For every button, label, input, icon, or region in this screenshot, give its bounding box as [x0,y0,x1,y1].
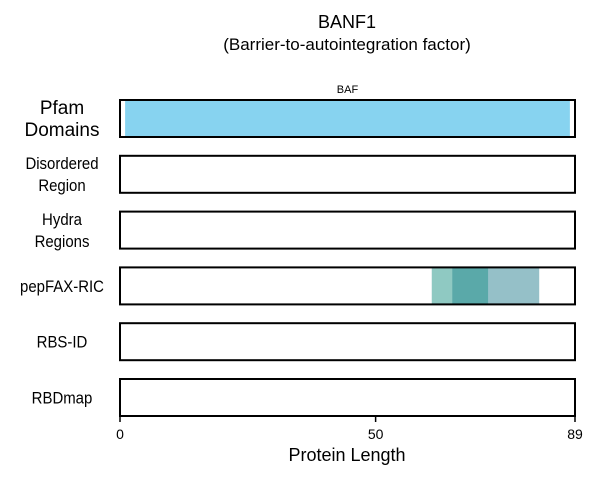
track-label: Hydra [42,211,82,229]
track-5: RBDmap [32,378,576,417]
x-axis-label: Protein Length [288,445,405,465]
x-axis: 0 50 89 [116,416,583,442]
x-tick-label: 50 [368,426,384,442]
track-box [119,322,576,362]
track-1: Disordered Region [25,154,576,195]
track-box [119,99,576,138]
chart-title: BANF1 [318,12,376,32]
track-label: Disordered [25,155,98,173]
track-box [119,210,576,250]
x-tick-label: 89 [567,426,583,442]
track-box [119,266,576,306]
track-label: pepFAX-RIC [20,278,104,296]
feature-3-2 [452,267,489,305]
x-tick-label: 0 [116,426,124,442]
chart-subtitle: (Barrier-to-autointegration factor) [223,35,471,54]
track-label: Domains [25,120,100,141]
track-label: Regions [35,233,90,251]
track-4: RBS-ID [37,322,576,362]
track-3: pepFAX-RIC [20,266,576,306]
track-box [119,154,576,194]
feature-label: BAF [337,84,359,96]
feature-0-0 [125,100,570,137]
track-label: RBDmap [32,390,93,408]
track-2: Hydra Regions [35,210,576,251]
track-box [119,378,576,417]
track-label: Region [38,177,85,195]
track-label: RBS-ID [37,334,88,352]
track-label: Pfam [40,98,84,119]
